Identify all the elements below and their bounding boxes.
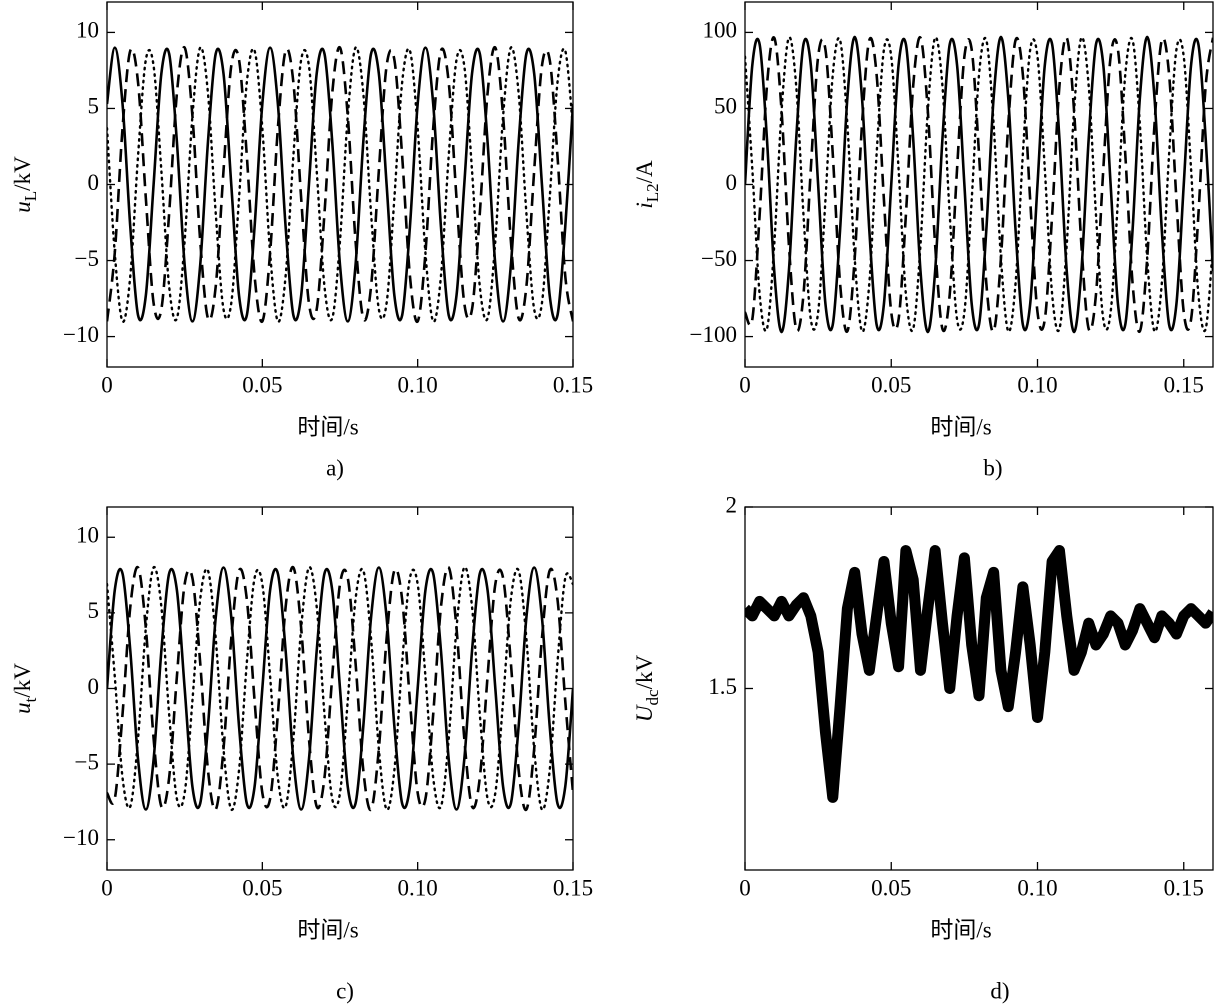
x-tick-label: 0.05 <box>242 875 282 900</box>
x-axis-label: 时间/s <box>297 917 358 942</box>
y-tick-label: 100 <box>703 18 738 43</box>
y-tick-label: 50 <box>714 94 737 119</box>
x-tick-label: 0.15 <box>1164 372 1204 397</box>
y-label-subscript: t <box>21 697 40 702</box>
y-tick-label: −50 <box>701 246 737 271</box>
x-tick-label: 0.10 <box>398 372 438 397</box>
y-tick-label: −5 <box>75 749 99 774</box>
x-tick-label: 0.05 <box>242 372 282 397</box>
y-tick-label: 1.5 <box>708 674 737 699</box>
y-tick-label: 0 <box>88 170 100 195</box>
y-tick-label: −100 <box>690 322 737 347</box>
panel: 1.5 2 0 0.05 0.10 0.15 时间/s Udc/kV d) <box>632 492 1214 1003</box>
x-tick-label: 0.05 <box>871 372 911 397</box>
x-tick-label: 0 <box>101 875 113 900</box>
x-tick-label: 0.15 <box>553 875 593 900</box>
y-tick-label: 2 <box>726 492 738 517</box>
series-line <box>745 545 1213 803</box>
y-tick-label: −10 <box>63 825 99 850</box>
series-line <box>107 46 573 323</box>
x-tick-label: 0.15 <box>1164 875 1204 900</box>
y-label-unit: /A <box>632 160 657 183</box>
series-line <box>107 46 573 323</box>
x-axis-label: 时间/s <box>297 414 358 439</box>
y-tick-label: 10 <box>76 523 99 548</box>
y-label-subscript: dc <box>643 689 662 706</box>
panel-caption: c) <box>336 978 354 1003</box>
x-tick-label: 0.10 <box>1017 875 1057 900</box>
series-line <box>107 566 573 811</box>
x-tick-label: 0.10 <box>1017 372 1057 397</box>
y-label-subscript: L <box>21 191 40 201</box>
panel: −10 −5 0 5 10 0 0.05 0.10 0.15 时间/s ut/kV c) <box>10 506 593 1003</box>
series-line <box>107 565 573 812</box>
x-tick-label: 0.05 <box>871 875 911 900</box>
y-tick-label: 10 <box>76 18 99 43</box>
y-label-symbol: i <box>632 202 657 208</box>
y-label-symbol: U <box>632 704 657 722</box>
y-label-subscript: L2 <box>643 183 662 202</box>
x-axis-label: 时间/s <box>930 917 991 942</box>
y-label-unit: /kV <box>10 663 35 698</box>
y-axis-label: iL2/A <box>632 160 662 209</box>
y-tick-label: 0 <box>88 674 100 699</box>
panel: −10 −5 0 5 10 0 0.05 0.10 0.15 时间/s uL/kV a) <box>10 1 593 480</box>
y-label-symbol: u <box>10 201 35 213</box>
y-tick-label: −10 <box>63 322 99 347</box>
y-tick-label: −5 <box>75 246 99 271</box>
y-tick-label: 5 <box>88 598 100 623</box>
x-tick-label: 0.15 <box>553 372 593 397</box>
panel-caption: a) <box>326 455 344 480</box>
x-tick-label: 0.10 <box>398 875 438 900</box>
y-axis-label: ut/kV <box>10 663 40 714</box>
panel-caption: d) <box>990 978 1009 1003</box>
x-tick-label: 0 <box>101 372 113 397</box>
y-label-unit: /kV <box>10 156 35 191</box>
series-line <box>745 35 1213 334</box>
y-label-unit: /kV <box>632 655 657 690</box>
x-tick-label: 0 <box>739 875 751 900</box>
series-line <box>107 565 573 812</box>
series-line <box>745 36 1213 333</box>
y-tick-label: 0 <box>726 170 738 195</box>
plot-frame <box>106 1 574 368</box>
y-tick-label: 5 <box>88 94 100 119</box>
series-line <box>745 36 1213 333</box>
y-axis-label: uL/kV <box>10 156 40 213</box>
y-axis-label: Udc/kV <box>632 655 662 723</box>
panel-caption: b) <box>983 455 1002 480</box>
x-tick-label: 0 <box>739 372 751 397</box>
y-label-symbol: u <box>10 702 35 714</box>
panel: −100 −50 0 50 100 0 0.05 0.10 0.15 时间/s iL2/A b) <box>632 1 1214 480</box>
x-axis-label: 时间/s <box>930 414 991 439</box>
series-line <box>107 46 573 323</box>
